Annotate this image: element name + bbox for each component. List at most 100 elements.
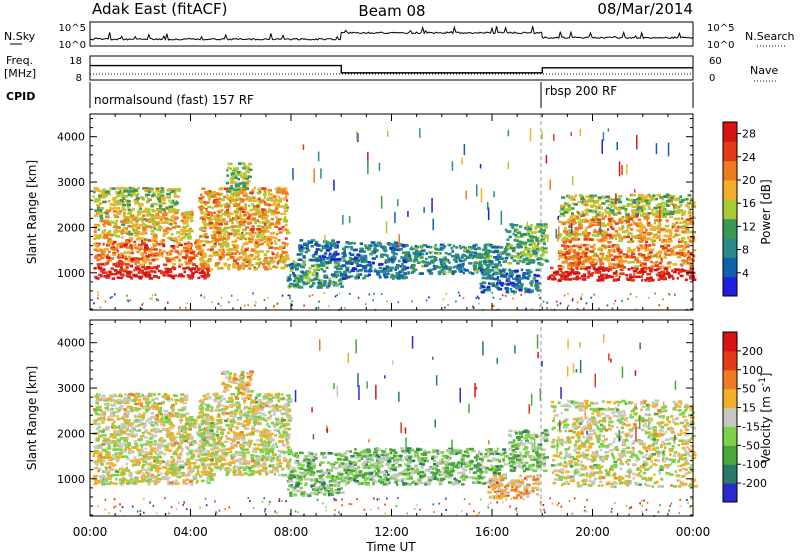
scatter-cell xyxy=(526,257,528,260)
scatter-cell xyxy=(459,295,461,297)
scatter-cell xyxy=(223,233,226,236)
scatter-cell xyxy=(252,217,257,220)
scatter-cell xyxy=(633,256,636,259)
scatter-cell xyxy=(261,226,263,229)
scatter-cell xyxy=(102,201,107,204)
scatter-cell xyxy=(620,262,623,265)
scatter-cell xyxy=(235,213,239,216)
scatter-cell xyxy=(598,276,600,279)
scatter-cell xyxy=(666,200,671,203)
scatter-cell xyxy=(684,210,687,213)
scatter-cell xyxy=(373,293,375,295)
scatter-cell xyxy=(683,255,686,258)
scatter-cell xyxy=(161,272,164,275)
scatter-cell xyxy=(572,202,574,205)
scatter-cell xyxy=(104,234,108,237)
scatter-cell xyxy=(330,258,335,261)
scatter-cell xyxy=(684,244,688,247)
scatter-cell xyxy=(161,208,166,211)
scatter-band-3 xyxy=(93,187,182,212)
scatter-cell xyxy=(666,194,670,197)
scatter-cell xyxy=(619,276,621,279)
scatter-cell xyxy=(239,201,241,204)
scatter-cell xyxy=(597,249,601,252)
scatter-cell xyxy=(273,201,276,204)
scatter-cell xyxy=(99,215,103,218)
scatter-cell xyxy=(518,244,522,247)
scatter-cell xyxy=(221,252,224,255)
scatter-cell xyxy=(285,228,288,231)
scatter-cell xyxy=(226,227,231,230)
scatter-cell xyxy=(180,251,182,254)
scatter-cell xyxy=(318,286,323,289)
scatter-cell xyxy=(666,220,669,223)
scatter-cell xyxy=(605,212,608,215)
scatter-cell xyxy=(156,243,158,246)
cpid-panel: CPID normalsound (fast) 157 RF rbsp 200 … xyxy=(6,82,693,108)
scatter-cell xyxy=(648,280,652,283)
scatter-streak xyxy=(419,128,421,138)
scatter-cell xyxy=(659,238,661,241)
scatter-cell xyxy=(181,220,185,223)
scatter-cell xyxy=(510,288,513,291)
scatter-cell xyxy=(242,182,246,185)
scatter-cell xyxy=(207,217,212,220)
scatter-cell xyxy=(425,258,428,261)
nave-tick-bottom: 0 xyxy=(709,73,715,84)
scatter-cell xyxy=(543,243,546,246)
scatter-cell xyxy=(620,269,624,272)
scatter-streak xyxy=(476,184,478,196)
scatter-cell xyxy=(488,251,490,254)
scatter-cell xyxy=(494,250,499,253)
scatter-cell xyxy=(283,213,286,216)
scatter-cell xyxy=(176,195,180,198)
scatter-cell xyxy=(247,217,251,220)
scatter-cell xyxy=(607,228,609,231)
scatter-cell xyxy=(652,213,656,216)
scatter-cell xyxy=(161,187,164,190)
scatter-cell xyxy=(170,223,173,226)
scatter-cell xyxy=(647,204,650,207)
scatter-cell xyxy=(251,264,255,267)
scatter-cell xyxy=(242,162,246,165)
scatter-streak xyxy=(608,128,610,131)
scatter-cell xyxy=(254,305,256,307)
scatter-cell xyxy=(147,274,151,277)
scatter-cell xyxy=(95,255,99,258)
scatter-cell xyxy=(310,259,312,262)
scatter-cell xyxy=(526,269,531,272)
scatter-cell xyxy=(425,261,429,264)
scatter-cell xyxy=(221,198,225,201)
scatter-cell xyxy=(345,266,349,269)
scatter-cell xyxy=(636,276,641,279)
scatter-cell xyxy=(138,233,143,236)
scatter-cell xyxy=(504,249,508,252)
scatter-cell xyxy=(561,256,565,259)
scatter-cell xyxy=(576,272,581,275)
scatter-cell xyxy=(119,187,123,190)
scatter-cell xyxy=(209,212,213,215)
scatter-cell xyxy=(551,278,556,281)
scatter-cell xyxy=(122,275,125,278)
scatter-cell xyxy=(195,241,197,244)
scatter-streak xyxy=(530,128,532,141)
scatter-cell xyxy=(264,257,268,260)
scatter-cell xyxy=(107,447,112,450)
scatter-cell xyxy=(126,190,129,193)
scatter-cell xyxy=(241,232,243,235)
scatter-cell xyxy=(511,273,514,276)
scatter-cell xyxy=(387,273,390,276)
scatter-cell xyxy=(236,262,239,265)
scatter-cell xyxy=(645,267,648,270)
scatter-cell xyxy=(400,243,403,246)
scatter-cell xyxy=(248,267,251,270)
scatter-cell xyxy=(681,231,686,234)
scatter-cell xyxy=(607,241,612,244)
scatter-streak xyxy=(318,152,320,162)
scatter-cell xyxy=(562,266,565,269)
scatter-cell xyxy=(614,266,617,269)
scatter-cell xyxy=(149,298,151,300)
scatter-cell xyxy=(386,300,388,302)
scatter-cell xyxy=(130,277,132,280)
scatter-cell xyxy=(389,247,393,250)
